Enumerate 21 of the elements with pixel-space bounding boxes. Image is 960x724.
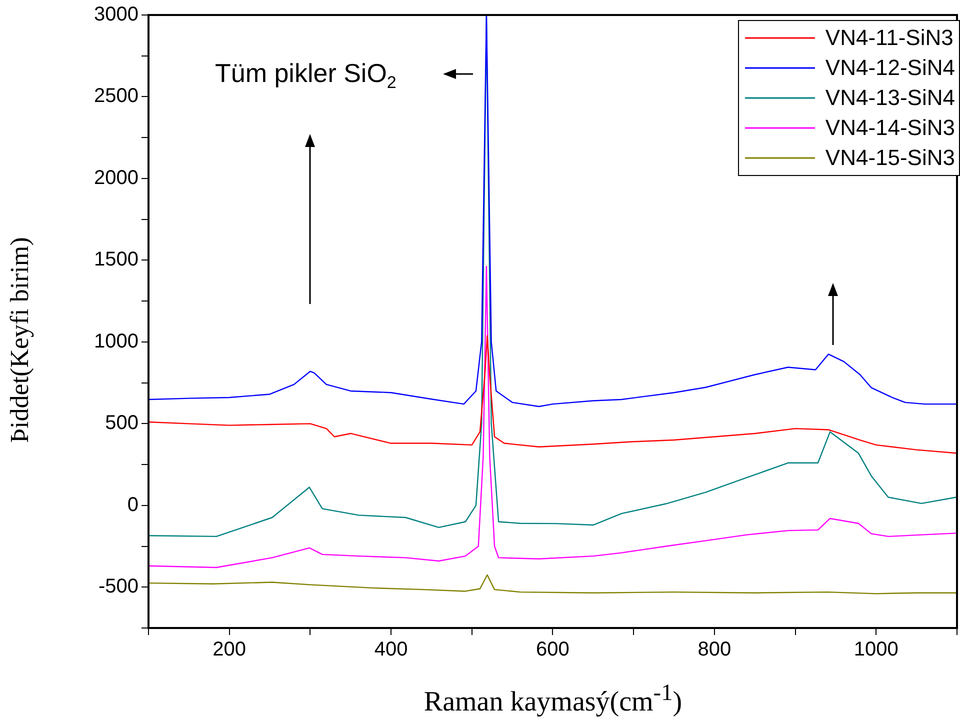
y-tick-label: 3000: [94, 4, 138, 26]
x-tick-label: 1000: [854, 638, 898, 661]
y-tick-label: -500: [98, 576, 138, 598]
x-tick-label: 200: [212, 638, 246, 661]
legend-label: VN4-13-SiN4: [825, 85, 955, 111]
y-tick-label: 1000: [94, 330, 138, 352]
legend-label: VN4-11-SiN3: [825, 25, 954, 51]
y-tick-label: 1500: [94, 248, 138, 271]
x-tick-label: 800: [698, 638, 732, 661]
y-tick-label: 0: [127, 494, 138, 516]
x-axis-title: Raman kaymasý(cm$^{-1}$): [422, 680, 684, 718]
x-tick-label: 400: [374, 638, 408, 661]
y-tick-label: 500: [105, 412, 138, 434]
legend-label: VN4-15-SiN3: [825, 145, 955, 171]
legend-label: VN4-14-SiN3: [825, 115, 955, 141]
y-tick-label: 2000: [94, 166, 138, 189]
x-tick-label: 600: [536, 638, 570, 661]
legend-label: VN4-12-SiN4: [825, 55, 955, 81]
y-axis-title: Þiddet(Keyfi birim): [5, 236, 35, 445]
y-tick-label: 2500: [94, 85, 138, 108]
annotation: Tüm pikler SiO$_{2}$: [215, 58, 396, 94]
